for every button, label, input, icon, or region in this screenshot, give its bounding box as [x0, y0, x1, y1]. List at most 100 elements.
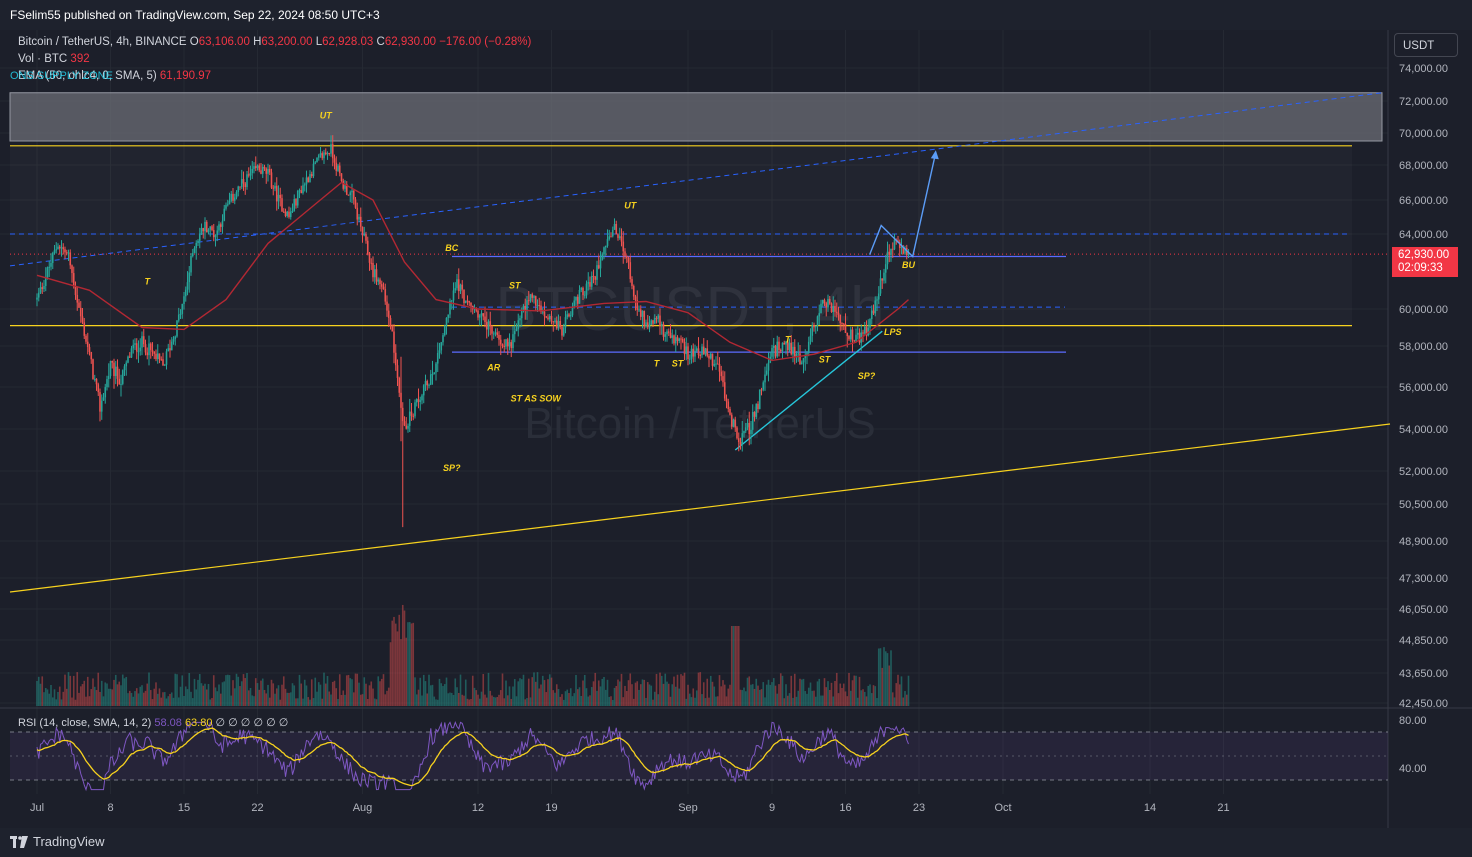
candle-body: [228, 200, 231, 205]
candle-body: [830, 303, 833, 313]
currency-button[interactable]: USDT: [1394, 33, 1458, 57]
volume-bar: [802, 678, 805, 706]
candle-body: [774, 345, 777, 357]
candle-body: [162, 359, 164, 366]
volume-bar: [107, 688, 110, 706]
candle-body: [694, 350, 696, 357]
watermark-name: Bitcoin / TetherUS: [524, 399, 875, 448]
volume-bar: [135, 688, 138, 706]
candle-body: [499, 339, 502, 345]
volume-bar: [165, 698, 168, 706]
volume-bar: [128, 690, 131, 706]
candle-body: [839, 314, 842, 323]
candle-body: [781, 342, 784, 352]
candle-body: [704, 348, 707, 355]
candle-body: [799, 353, 801, 365]
volume-bar: [872, 685, 875, 706]
candle-body: [568, 314, 570, 317]
candle-body: [848, 336, 850, 340]
volume-bar: [354, 673, 357, 706]
candle-body: [88, 347, 91, 352]
candle-body: [279, 194, 282, 199]
candle-body: [813, 325, 815, 328]
candle-body: [410, 411, 413, 416]
volume-bar: [501, 673, 504, 706]
volume-bar: [393, 616, 395, 706]
volume-bar: [774, 685, 777, 706]
volume-bar: [758, 689, 761, 706]
candle-body: [372, 262, 374, 278]
volume-bar: [162, 692, 164, 706]
volume-bar: [709, 675, 712, 706]
volume-bar: [606, 679, 609, 706]
candle-body: [629, 262, 632, 280]
volume-bar: [764, 697, 766, 706]
volume-bar: [813, 690, 815, 706]
candle-body: [275, 185, 278, 202]
candle-body: [305, 177, 308, 185]
candle-body: [382, 286, 385, 290]
candle-body: [288, 211, 290, 217]
candle-body: [645, 322, 647, 326]
volume-bar: [242, 674, 245, 706]
volume-bar: [93, 686, 96, 706]
candle-body: [807, 341, 810, 353]
candle-body: [884, 264, 887, 273]
candle-body: [646, 322, 649, 328]
candle-body: [564, 317, 567, 328]
candle-body: [351, 190, 353, 193]
candle-body: [377, 279, 380, 282]
candle-body: [505, 339, 507, 347]
candle-body: [711, 353, 714, 366]
volume-label: Vol · BTC: [18, 53, 68, 65]
candle-body: [844, 324, 847, 334]
candle-body: [431, 374, 434, 376]
volume-bar: [286, 692, 289, 706]
volume-bar: [58, 686, 61, 706]
volume-bar: [648, 684, 651, 706]
volume-bar: [81, 684, 84, 706]
volume-bar: [445, 677, 448, 706]
candle-body: [321, 153, 324, 159]
candle-body: [67, 252, 70, 254]
volume-bar: [51, 697, 54, 706]
supply-zone: [9, 92, 1383, 142]
volume-bar: [582, 680, 584, 706]
volume-bar: [795, 696, 798, 706]
candle-body: [639, 309, 642, 317]
candle-body: [886, 251, 889, 265]
candle-body: [657, 315, 660, 319]
volume-bar: [421, 695, 423, 706]
candle-body: [620, 236, 623, 242]
volume-bar: [849, 690, 852, 706]
volume-bar: [498, 694, 500, 706]
candle-body: [401, 407, 404, 422]
ema-value: 61,190.97: [159, 70, 212, 82]
volume-bar: [715, 696, 717, 706]
volume-bar: [662, 683, 665, 706]
tradingview-logo[interactable]: TradingView: [10, 834, 105, 849]
candle-body: [510, 342, 513, 349]
candle-body: [755, 403, 758, 417]
volume-bar: [172, 697, 175, 706]
volume-bar: [657, 694, 660, 706]
candle-body: [366, 240, 369, 255]
candle-body: [408, 411, 411, 426]
volume-bar: [379, 681, 381, 706]
candle-body: [76, 294, 79, 303]
candle-body: [484, 316, 486, 323]
volume-bar: [464, 679, 467, 706]
volume-bar: [643, 679, 646, 706]
candle-body: [60, 247, 63, 249]
volume-bar: [858, 676, 861, 706]
volume-bar: [368, 685, 371, 706]
candle-body: [95, 378, 98, 385]
candle-body: [641, 310, 644, 317]
volume-bar: [611, 699, 614, 706]
volume-bar: [484, 694, 486, 706]
rsi-placeholders: ∅ ∅ ∅ ∅ ∅ ∅: [215, 717, 289, 729]
candle-body: [165, 351, 168, 365]
volume-bar: [793, 673, 796, 706]
volume-bar: [148, 672, 150, 706]
